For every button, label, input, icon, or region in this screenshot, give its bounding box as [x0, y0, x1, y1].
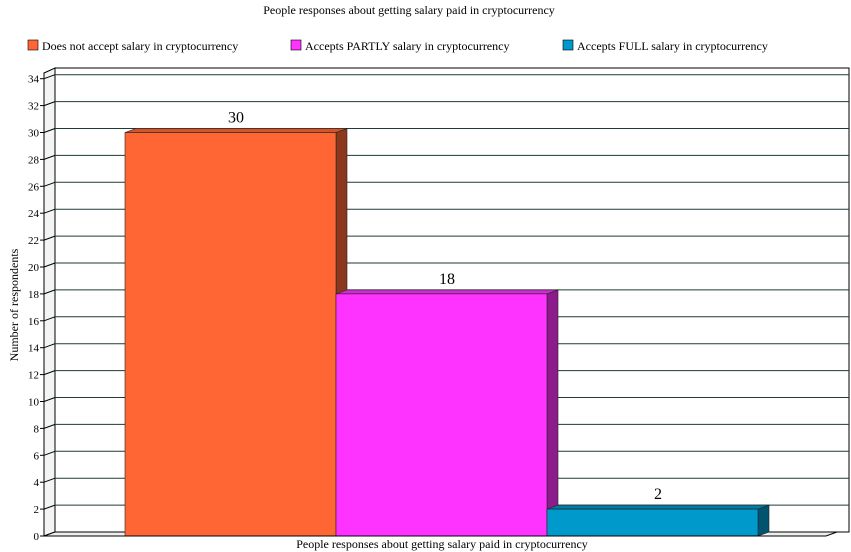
chart-title: People responses about getting salary pa…	[263, 3, 555, 17]
gridline-side	[43, 343, 56, 349]
y-tick-label: 2	[34, 504, 40, 516]
data-label: 18	[439, 271, 455, 288]
y-tick-label: 10	[28, 397, 40, 409]
data-labels: 30 18 2	[223, 107, 671, 503]
y-axis-label: Number of respondents	[7, 248, 21, 361]
gridline-side	[43, 423, 56, 429]
gridline-side	[43, 316, 56, 322]
bar	[335, 289, 559, 537]
y-tick-label: 22	[28, 235, 39, 247]
y-tick-label: 8	[34, 423, 40, 435]
bar-front	[546, 508, 759, 537]
data-label-box	[645, 484, 671, 503]
legend-item: Accepts FULL salary in cryptocurrency	[562, 39, 768, 53]
y-tick-label: 28	[28, 154, 40, 166]
bar-side	[757, 504, 770, 537]
y-tick-label: 20	[28, 262, 40, 274]
y-tick-label: 30	[28, 128, 40, 140]
y-tick-label: 12	[28, 370, 39, 382]
x-axis-label: People responses about getting salary pa…	[296, 537, 588, 551]
y-tick-label: 24	[28, 208, 40, 220]
y-tick-label: 18	[28, 289, 40, 301]
legend-item: Does not accept salary in cryptocurrency	[27, 39, 238, 53]
gridline-side	[43, 181, 56, 187]
data-label: 2	[654, 486, 662, 503]
bars	[124, 128, 770, 537]
gridline-side	[43, 262, 56, 268]
y-tick-label: 26	[28, 181, 40, 193]
gridline-side	[43, 289, 56, 295]
gridline-side	[43, 154, 56, 160]
gridline-side	[43, 450, 56, 456]
gridline-side	[43, 208, 56, 214]
legend-swatch	[562, 39, 574, 51]
legend-label: Accepts PARTLY salary in cryptocurrency	[305, 39, 509, 53]
legend-label: Does not accept salary in cryptocurrency	[42, 39, 238, 53]
y-tick-label: 16	[28, 316, 40, 328]
bar-top	[335, 289, 559, 295]
legend-swatch	[27, 39, 39, 51]
data-label-box	[223, 107, 249, 126]
bar	[124, 128, 348, 537]
gridline-side	[43, 504, 56, 510]
gridline-side	[43, 235, 56, 241]
data-label: 30	[228, 110, 244, 127]
legend-item: Accepts PARTLY salary in cryptocurrency	[290, 39, 509, 53]
bar-front	[335, 293, 548, 537]
gridline-side	[43, 74, 56, 80]
bar-side	[546, 289, 559, 537]
y-tick-label: 32	[28, 101, 39, 113]
bar-top	[124, 128, 348, 133]
legend: Does not accept salary in cryptocurrency…	[27, 39, 768, 53]
y-tick-label: 0	[34, 531, 40, 543]
bar-front	[124, 132, 337, 537]
legend-label: Accepts FULL salary in cryptocurrency	[577, 39, 768, 53]
gridline-side	[43, 397, 56, 402]
y-tick-label: 4	[34, 477, 40, 489]
y-tick-label: 34	[28, 74, 40, 86]
gridline-side	[43, 128, 56, 133]
bar	[546, 504, 770, 537]
y-tick-label: 6	[34, 450, 40, 462]
legend-swatch	[290, 39, 302, 51]
gridline-side	[43, 370, 56, 376]
y-tick-label: 14	[28, 343, 40, 355]
data-label-box	[434, 268, 460, 287]
gridline-side	[43, 101, 56, 107]
plot-side-wall	[43, 67, 56, 537]
gridline-side	[43, 477, 56, 483]
bar-top	[546, 504, 770, 510]
